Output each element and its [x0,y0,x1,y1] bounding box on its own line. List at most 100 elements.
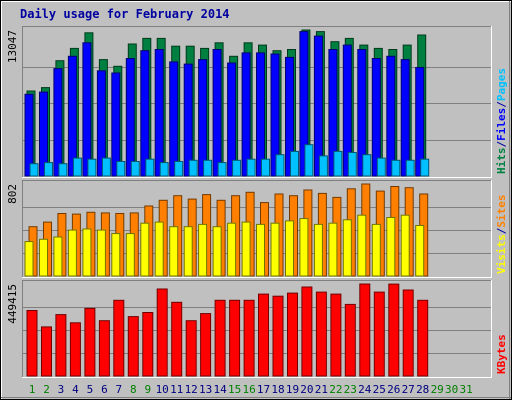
bar-files-day-18 [270,53,280,177]
bar-files-day-28 [415,67,425,177]
bar-files-day-1 [24,93,34,177]
bar-files-day-2 [39,91,48,177]
x-tick-day-17: 17 [257,383,270,396]
bar-files-day-20 [299,31,309,177]
bar-kbytes-day-21 [315,291,327,377]
x-tick-day-13: 13 [199,383,212,396]
bar-files-day-6 [96,70,106,177]
legend-entry: Pages [495,68,508,101]
bar-visits-day-27 [400,214,410,277]
bar-kbytes-day-22 [330,293,342,377]
x-tick-day-22: 22 [329,383,342,396]
bar-files-day-13 [198,59,208,177]
bar-visits-day-16 [241,221,251,277]
legend-entry: / [495,101,508,108]
bar-pages-day-19 [290,150,299,177]
bar-visits-day-25 [371,223,381,277]
x-tick-day-15: 15 [228,383,241,396]
bar-pages-day-15 [232,159,242,177]
bar-kbytes-day-24 [359,283,371,377]
bar-files-day-9 [140,50,150,177]
x-tick-day-19: 19 [286,383,299,396]
x-tick-day-20: 20 [300,383,313,396]
legend-entry: KBytes [495,334,508,374]
bar-visits-day-19 [285,220,294,277]
bar-visits-day-9 [140,222,150,277]
bar-pages-day-6 [101,157,111,177]
x-tick-day-18: 18 [271,383,284,396]
x-tick-day-28: 28 [416,383,429,396]
legend-entry: Visits [495,234,508,274]
bar-visits-day-12 [183,226,193,277]
x-tick-day-24: 24 [358,383,372,396]
bar-visits-day-5 [82,228,92,277]
x-tick-day-30: 30 [445,383,458,396]
bar-files-day-23 [342,44,352,177]
bar-kbytes-day-12 [185,320,197,377]
bar-kbytes-day-11 [171,301,183,377]
bar-pages-day-3 [58,163,68,177]
panel-ymax-label: 449415 [6,284,19,324]
x-tick-day-12: 12 [185,383,198,396]
bar-pages-day-14 [217,162,227,177]
bar-kbytes-day-20 [301,286,313,377]
bar-kbytes-day-27 [402,289,414,377]
bar-kbytes-day-4 [69,322,81,377]
legend-entry: Sites [495,195,508,228]
bar-kbytes-day-5 [84,307,96,377]
legend-entry: / [495,227,508,234]
bar-kbytes-day-18 [272,295,284,377]
bar-visits-day-2 [39,238,48,277]
legend-entry: / [495,141,508,148]
bar-visits-day-3 [53,236,63,277]
x-tick-day-25: 25 [373,383,386,396]
bar-kbytes-day-9 [142,312,154,377]
bar-files-day-22 [328,49,338,177]
bar-files-day-10 [154,49,164,177]
bar-visits-day-18 [270,222,280,277]
x-tick-day-9: 9 [144,383,151,396]
bar-pages-day-25 [376,157,386,177]
bar-files-day-27 [400,59,410,177]
bar-pages-day-13 [203,159,213,177]
bar-kbytes-day-17 [258,293,269,377]
bar-visits-day-13 [198,223,208,277]
bar-kbytes-day-25 [373,291,385,377]
panel-kbytes: 449415 KBytes [6,280,508,378]
x-tick-day-29: 29 [431,383,444,396]
bar-pages-day-2 [44,162,53,177]
bar-visits-day-26 [386,217,396,277]
panel-ymax-label: 13047 [6,30,19,63]
bar-pages-day-16 [246,158,256,177]
bar-files-day-8 [125,58,135,177]
panel-sites-visits: 802 Visits/Sites [6,180,508,278]
panels-layer: 13047Hits/Files/Pages802Visits/Sites4494… [6,26,508,378]
bar-files-day-19 [285,56,294,177]
bar-visits-day-10 [154,221,164,277]
bar-visits-day-20 [299,218,309,277]
bar-visits-day-11 [169,226,179,277]
x-tick-day-26: 26 [387,383,400,396]
panel-legend: KBytes [495,334,508,374]
bar-pages-day-10 [159,162,169,177]
bar-pages-day-8 [130,161,140,177]
bar-pages-day-24 [362,154,372,177]
x-tick-day-3: 3 [58,383,65,396]
bar-kbytes-day-15 [229,299,241,377]
x-tick-day-16: 16 [242,383,255,396]
bar-pages-day-28 [420,158,430,177]
x-tick-day-27: 27 [402,383,415,396]
bar-visits-day-14 [212,226,222,277]
bar-pages-day-5 [87,158,97,177]
bar-pages-day-22 [333,150,343,177]
bar-pages-day-21 [318,155,328,177]
chart-title: Daily usage for February 2014 [20,7,230,21]
bar-pages-day-7 [116,161,126,177]
bar-pages-day-1 [29,163,39,177]
bar-files-day-25 [371,58,381,177]
x-tick-day-31: 31 [459,383,472,396]
bar-kbytes-day-3 [55,314,67,377]
x-tick-day-11: 11 [170,383,183,396]
